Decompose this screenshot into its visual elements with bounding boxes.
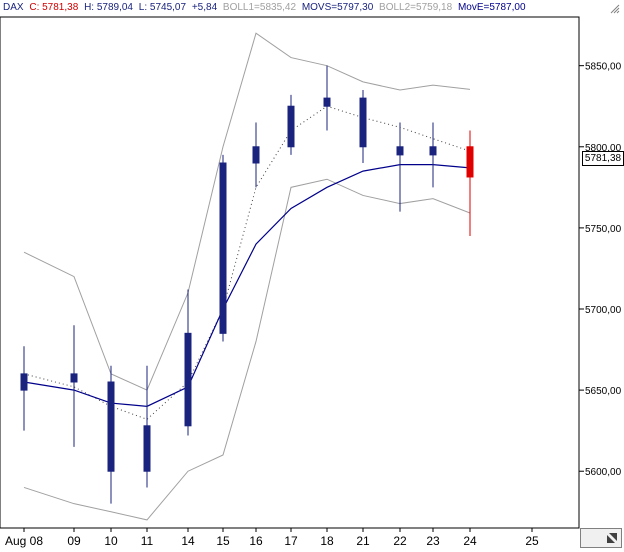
close-value: C: 5781,38: [29, 2, 79, 13]
x-tick-label: 16: [249, 534, 263, 548]
movs-value: MOVS=5797,30: [301, 2, 374, 13]
x-tick-label: 10: [104, 534, 118, 548]
y-tick-label: 5800,00: [585, 143, 622, 154]
corner-scroll-button[interactable]: [580, 528, 622, 548]
boll1-value: BOLL1=5835,42: [222, 2, 297, 13]
x-tick-label: 23: [426, 534, 440, 548]
candle-body: [20, 373, 28, 391]
x-tick-label: 09: [67, 534, 81, 548]
candle-body: [396, 146, 404, 156]
x-tick-label: 22: [393, 534, 407, 548]
x-tick-label: 15: [216, 534, 230, 548]
symbol-label: DAX: [3, 2, 24, 13]
y-tick-label: 5750,00: [585, 224, 622, 235]
boll2-value: BOLL2=5759,18: [379, 2, 453, 13]
candlestick-series: [20, 65, 474, 504]
x-axis-ticks: Aug 08 09 10 11 14 15 16 17 18 21 22 23 24 25: [5, 528, 539, 548]
candle-body: [287, 105, 295, 148]
candle-body: [70, 373, 78, 383]
candle-body: [219, 162, 227, 334]
x-tick-label: 21: [356, 534, 370, 548]
candle-body: [323, 97, 331, 107]
y-tick-label: 5850,00: [585, 62, 622, 73]
candle-body: [184, 332, 192, 427]
x-tick-label: 17: [284, 534, 298, 548]
x-tick-label: 14: [181, 534, 195, 548]
x-tick-label: 11: [141, 534, 154, 548]
candle-body: [143, 425, 151, 472]
y-tick-label: 5700,00: [585, 305, 622, 316]
y-tick-label: 5600,00: [585, 467, 622, 478]
x-tick-label: Aug 08: [5, 534, 43, 548]
x-tick-label: 25: [525, 534, 539, 548]
y-tick-label: 5650,00: [585, 386, 622, 397]
y-axis-ticks: 5600,00 5650,00 5700,00 5750,00 5800,00 5850,…: [579, 62, 622, 478]
x-tick-label: 18: [320, 534, 334, 548]
change-value: +5,84: [191, 2, 218, 13]
last-price-label: 5781,38: [582, 151, 624, 166]
candle-body: [466, 146, 474, 178]
candle-body: [429, 146, 437, 156]
price-header: DAX C: 5781,38 H: 5789,04 L: 5745,07 +5,…: [3, 2, 529, 16]
x-tick-label: 24: [463, 534, 477, 548]
corner-arrows-icon: [607, 533, 617, 543]
candle-body: [107, 381, 115, 472]
resize-grip-icon[interactable]: [608, 2, 620, 14]
move-value: MovE=5787,00: [457, 2, 526, 13]
high-value: H: 5789,04: [84, 2, 133, 13]
candle-body: [252, 146, 260, 164]
low-value: L: 5745,07: [138, 2, 187, 13]
candle-body: [359, 97, 367, 148]
